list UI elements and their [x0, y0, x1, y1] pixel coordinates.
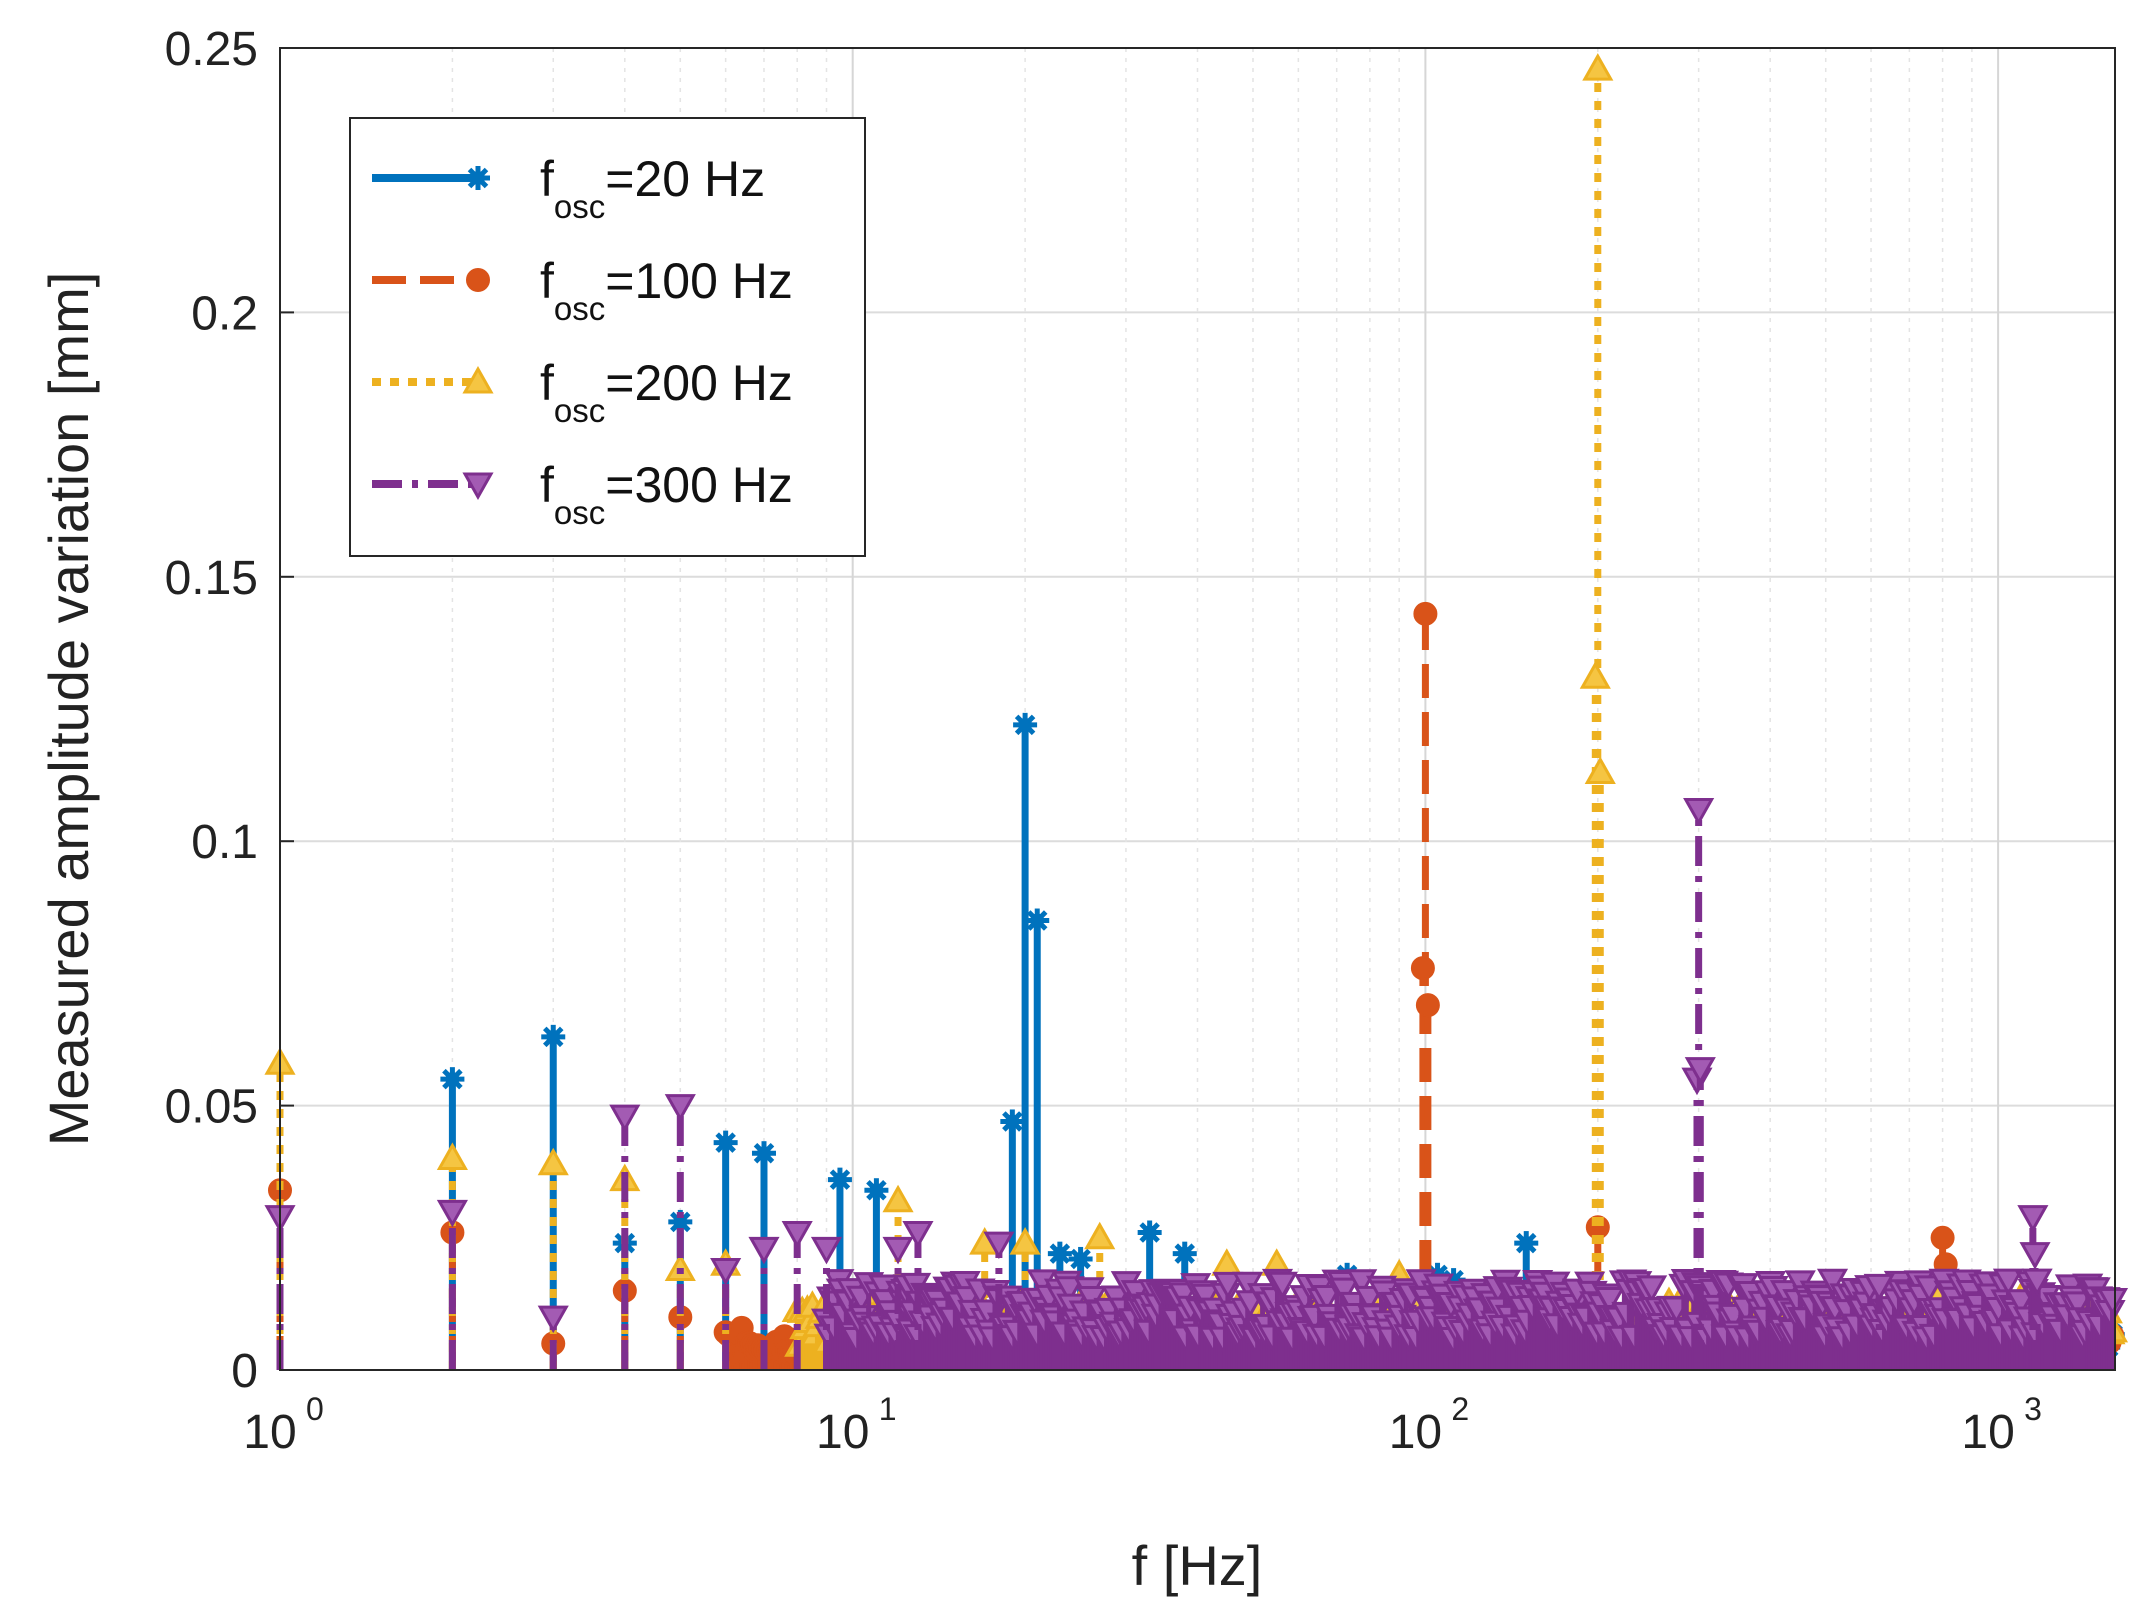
data-point	[1013, 712, 1038, 737]
data-point	[1000, 1109, 1025, 1134]
data-point	[864, 1178, 889, 1203]
data-point	[713, 1130, 738, 1155]
data-point-core	[1005, 1114, 1020, 1129]
data-point	[1413, 601, 1438, 626]
data-point	[1410, 956, 1435, 981]
data-point-core	[1519, 1236, 1534, 1251]
data-point-core	[1142, 1225, 1157, 1240]
data-point-core	[1030, 913, 1045, 928]
data-point	[1047, 1241, 1072, 1266]
data-point-core	[832, 1172, 847, 1187]
data-point-core	[1073, 1251, 1088, 1266]
data-point	[1514, 1231, 1539, 1256]
data-point	[440, 1067, 465, 1092]
data-point	[1930, 1225, 1955, 1250]
data-point-core	[1018, 717, 1033, 732]
data-point-core	[673, 1214, 688, 1229]
data-point	[751, 1141, 776, 1166]
data-series	[264, 53, 2129, 1370]
data-point-core	[546, 1029, 561, 1044]
data-point-core	[1177, 1246, 1192, 1261]
data-point	[1137, 1220, 1162, 1245]
data-point-core	[869, 1183, 884, 1198]
data-point	[1415, 993, 1440, 1018]
data-point-core	[1052, 1246, 1067, 1261]
data-point	[1025, 908, 1050, 933]
data-point	[1172, 1241, 1197, 1266]
data-point-core	[718, 1135, 733, 1150]
data-point-core	[756, 1146, 771, 1161]
data-point	[1068, 1246, 1093, 1271]
data-point-core	[445, 1072, 460, 1087]
data-point	[541, 1024, 566, 1049]
data-point	[827, 1167, 852, 1192]
